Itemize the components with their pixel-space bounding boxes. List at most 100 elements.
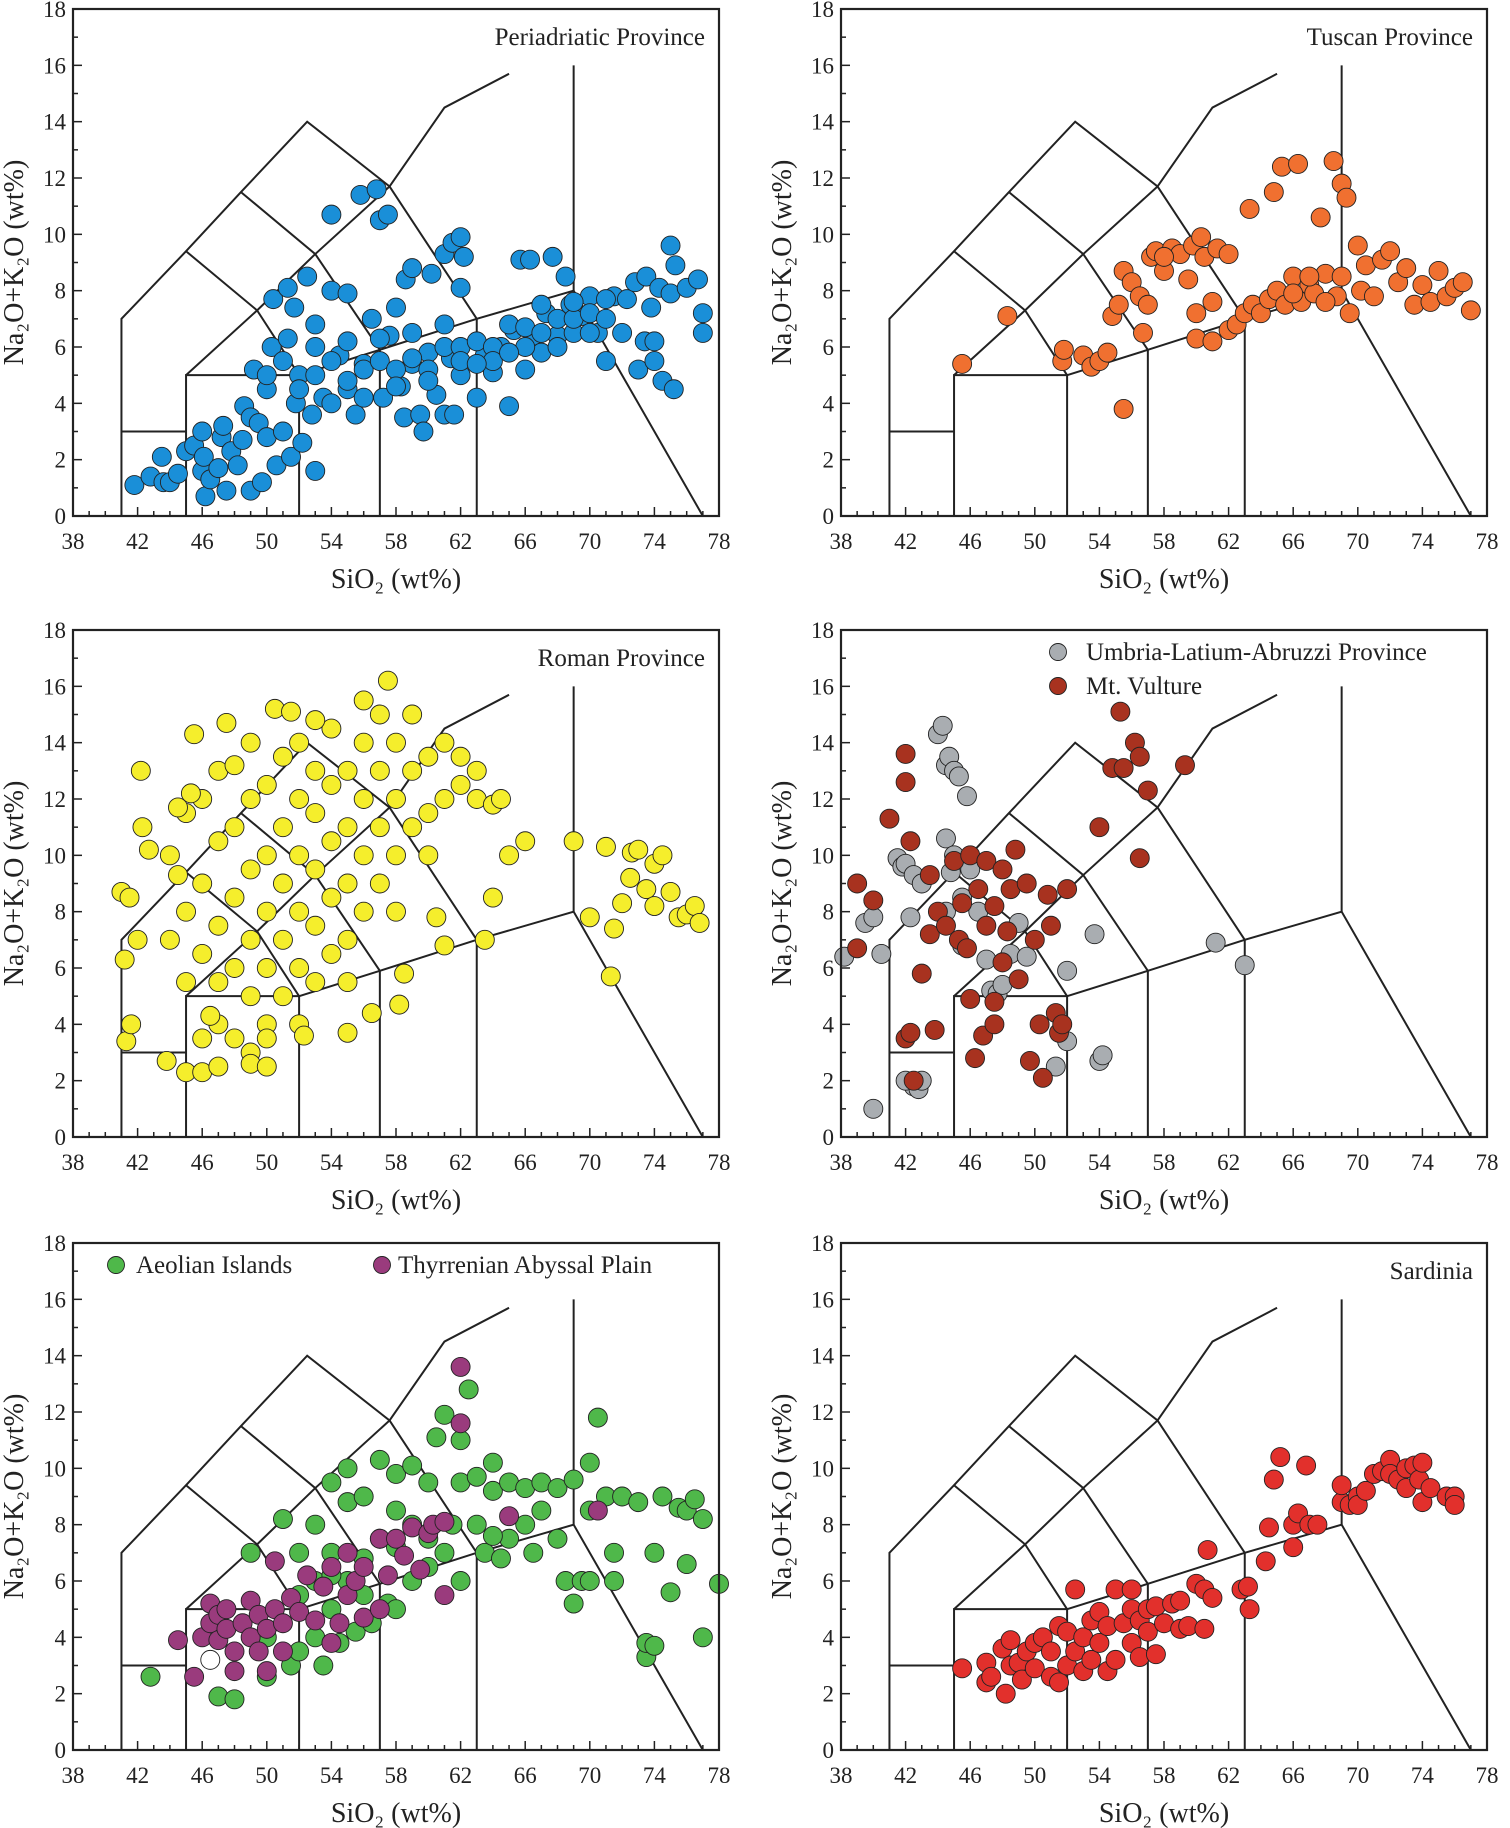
data-point [984, 896, 1005, 916]
x-tick-label: 66 [1282, 529, 1305, 554]
data-point [240, 859, 261, 880]
data-point [418, 1472, 439, 1493]
data-point [184, 724, 205, 745]
x-tick-label: 66 [514, 1763, 537, 1788]
data-point [600, 966, 621, 987]
data-point [1092, 1045, 1113, 1066]
data-point [248, 1641, 269, 1662]
data-point [692, 1627, 713, 1648]
x-tick-label: 70 [1346, 529, 1369, 554]
data-point [482, 1480, 503, 1501]
data-point [984, 1014, 1005, 1035]
data-point [1129, 848, 1150, 869]
data-point [184, 1666, 205, 1687]
x-tick-label: 38 [830, 1150, 853, 1175]
data-point [1238, 1576, 1258, 1597]
plot-frame [71, 628, 721, 1139]
data-point [394, 963, 415, 984]
data-point [337, 873, 358, 894]
data-point [1307, 1514, 1328, 1535]
data-point [377, 204, 398, 225]
x-tick-label: 46 [191, 529, 214, 554]
data-point [596, 836, 616, 857]
y-tick-label: 14 [811, 110, 835, 135]
data-point [879, 808, 900, 829]
x-tick-label: 62 [449, 1150, 472, 1175]
data-point [523, 1542, 544, 1563]
chart-panel-3: 38 42 46 50 54 58 62 66 70 74 78024681012141618SiO… [0, 618, 731, 1216]
data-point [579, 1452, 600, 1473]
tas-boundary-line [185, 1484, 300, 1610]
y-tick-label: 6 [823, 1569, 835, 1594]
x-tick-label: 74 [1411, 529, 1435, 554]
data-point [499, 342, 519, 363]
x-tick-label: 54 [1088, 529, 1112, 554]
y-tick-label: 4 [55, 391, 67, 416]
tas-boundary-line [185, 871, 300, 997]
legend-label: Thyrrenian Abyssal Plain [398, 1252, 653, 1279]
data-point [369, 760, 390, 781]
data-point [272, 1641, 293, 1662]
data-point [995, 1683, 1016, 1704]
y-tick-label: 18 [43, 0, 66, 22]
data-point [402, 704, 423, 725]
data-point [256, 774, 277, 795]
x-tick-label: 74 [1411, 1763, 1435, 1788]
x-tick-label: 46 [959, 1763, 982, 1788]
data-point [976, 915, 997, 936]
data-point [895, 743, 916, 764]
data-point [1202, 331, 1223, 352]
data-point [1283, 283, 1304, 304]
data-point [1380, 241, 1401, 262]
data-point [293, 1025, 314, 1046]
data-point [208, 458, 229, 479]
y-tick-label: 10 [811, 843, 834, 868]
data-point [240, 789, 261, 809]
series-thyrrenian-abyssal-plain [168, 1356, 608, 1687]
data-point [466, 353, 487, 374]
data-point [895, 772, 916, 793]
data-point [156, 1051, 177, 1071]
data-point [1020, 1051, 1040, 1071]
x-tick-label: 58 [385, 529, 408, 554]
data-point [1110, 701, 1131, 722]
y-tick-label: 2 [823, 1069, 835, 1094]
data-point [240, 929, 261, 950]
y-tick-label: 6 [823, 335, 835, 360]
data-point [692, 303, 713, 324]
panel-title: Tuscan Province [1307, 24, 1473, 51]
y-tick-label: 16 [811, 674, 834, 699]
data-point [863, 907, 884, 928]
data-point [434, 1542, 455, 1563]
x-tick-label: 50 [1023, 529, 1046, 554]
data-point [847, 873, 868, 894]
data-point [596, 351, 616, 372]
x-tick-label: 62 [449, 1763, 472, 1788]
data-point [402, 322, 423, 343]
y-tick-label: 4 [823, 1625, 835, 1650]
data-point [369, 704, 390, 725]
data-point [176, 901, 197, 922]
tas-boundary-line [888, 120, 1246, 516]
x-tick-label: 62 [1217, 1150, 1240, 1175]
data-point [450, 1413, 471, 1434]
data-point [1005, 839, 1026, 860]
data-point [345, 404, 366, 425]
data-point [208, 972, 229, 993]
data-point [224, 1661, 245, 1682]
y-tick-label: 12 [43, 166, 66, 191]
data-point [413, 421, 434, 442]
data-point [587, 1500, 608, 1521]
data-point [515, 1514, 536, 1535]
data-point [612, 893, 633, 914]
data-point [305, 915, 326, 936]
data-point [531, 294, 552, 315]
chart-panel-4: 38 42 46 50 54 58 62 66 70 74 78024681012141618SiO… [767, 618, 1499, 1216]
data-point [515, 359, 536, 380]
data-point [1283, 1537, 1304, 1558]
data-point [1239, 1599, 1260, 1620]
data-point [1175, 755, 1195, 776]
data-point [474, 929, 495, 950]
x-tick-label: 62 [1217, 529, 1240, 554]
data-point [1105, 1649, 1126, 1670]
